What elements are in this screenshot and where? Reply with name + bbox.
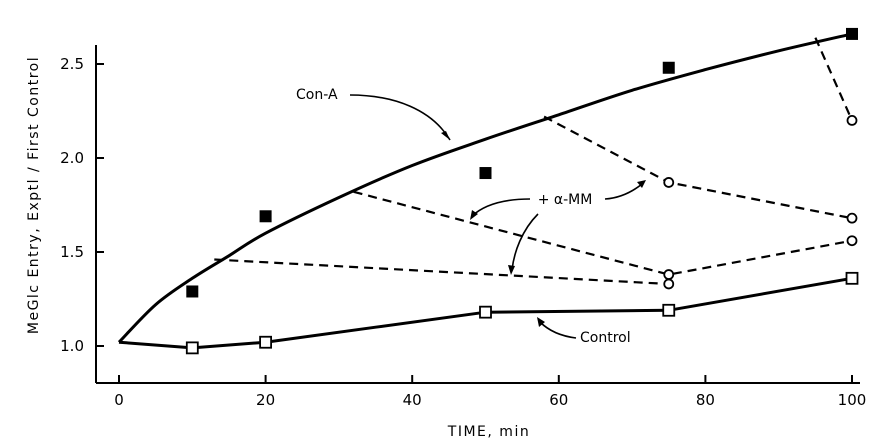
con-a-point-2 [259, 210, 272, 223]
alpha-mm-point-4 [846, 235, 858, 247]
y-axis-title: MeGlc Entry, Exptl / First Control [26, 56, 42, 334]
axes [95, 45, 860, 384]
alpha-mm-point-5 [846, 212, 858, 224]
con-a-point-1 [186, 285, 199, 298]
annotation-alpha-mm-arrow-left [471, 198, 531, 217]
y-tick-label-2.5: 2.5 [60, 55, 84, 73]
alpha-mm-point-1 [663, 278, 675, 290]
annotation-control: Control [580, 330, 631, 346]
y-tick-label-1: 1.0 [60, 337, 84, 355]
con-a-point-3 [479, 167, 492, 180]
y-tick-label-1.5: 1.5 [60, 243, 84, 261]
annotation-alpha-mm-arrow-down [511, 213, 539, 271]
annotation-alpha-mm-arrowhead-right [637, 180, 646, 188]
ticks: 0 20 40 60 80 100 1.0 1.5 2.0 2.5 [60, 55, 866, 409]
x-tick-label-100: 100 [838, 391, 867, 409]
control-point-1 [185, 341, 199, 355]
alpha-mm-dashed-line-4 [814, 37, 854, 121]
x-tick-label-60: 60 [549, 391, 568, 409]
annotation-con-a: Con-A [296, 87, 338, 103]
y-tick-label-2: 2.0 [60, 149, 84, 167]
markers [185, 27, 859, 355]
con-a-point-4 [662, 61, 675, 74]
annotation-control-arrowhead [537, 317, 545, 327]
x-tick-label-20: 20 [256, 391, 275, 409]
annotation-alpha-mm: + α-MM [538, 192, 593, 208]
x-axis-title: TIME, min [447, 424, 530, 440]
x-tick-label-40: 40 [403, 391, 422, 409]
annotation-con-a-arrow [349, 94, 451, 141]
curves [117, 32, 854, 350]
alpha-mm-point-2 [663, 269, 675, 280]
alpha-mm-point-6 [846, 115, 858, 126]
alpha-mm-point-3 [663, 177, 675, 188]
annotation-control-arrow [539, 321, 577, 339]
x-tick-label-0: 0 [114, 391, 124, 409]
alpha-mm-dashed-line-2 [353, 190, 853, 276]
alpha-mm-dashed-line-1 [214, 258, 669, 286]
annotation-alpha-mm-arrow-right [604, 183, 643, 200]
con-a-curve [117, 32, 853, 344]
control-point-2 [259, 335, 273, 349]
control-point-5 [845, 271, 859, 285]
control-point-3 [479, 305, 492, 319]
annotation-alpha-mm-arrowhead-left [470, 210, 478, 220]
annotation-alpha-mm-arrowhead-down [508, 265, 515, 275]
control-point-4 [662, 303, 676, 317]
annotation-con-a-arrowhead [441, 131, 450, 140]
x-tick-label-80: 80 [696, 391, 715, 409]
con-a-point-5 [846, 27, 858, 40]
